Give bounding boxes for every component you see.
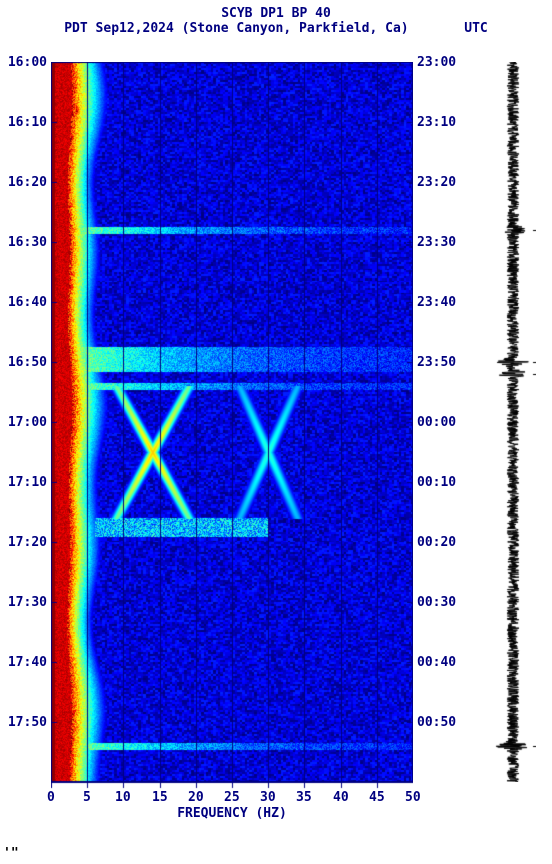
freq-tick-label: 40 <box>333 790 349 805</box>
pdt-tick-label: 17:00 <box>8 415 47 430</box>
freq-tick-label: 25 <box>224 790 240 805</box>
freq-tick-label: 0 <box>47 790 55 805</box>
pdt-tick-label: 16:40 <box>8 295 47 310</box>
utc-tick-label: 23:00 <box>417 55 456 70</box>
pdt-tick-label: 17:30 <box>8 595 47 610</box>
header-line2: PDT Sep12,2024 (Stone Canyon, Parkfield,… <box>0 21 552 36</box>
pdt-tick-label: 16:10 <box>8 115 47 130</box>
header-line1: SCYB DP1 BP 40 <box>0 6 552 21</box>
header-line2-left: PDT Sep12,2024 (Stone Canyon, Parkfield,… <box>64 21 408 36</box>
utc-tick-label: 23:40 <box>417 295 456 310</box>
freq-tick-label: 35 <box>296 790 312 805</box>
freq-tick-label: 10 <box>115 790 131 805</box>
utc-tick-label: 00:50 <box>417 715 456 730</box>
pdt-tick-label: 16:20 <box>8 175 47 190</box>
freq-tick-label: 20 <box>188 790 204 805</box>
chart-header: SCYB DP1 BP 40 PDT Sep12,2024 (Stone Can… <box>0 6 552 36</box>
utc-tick-label: 00:30 <box>417 595 456 610</box>
pdt-tick-label: 16:50 <box>8 355 47 370</box>
utc-tick-label: 23:10 <box>417 115 456 130</box>
spectrogram-heatmap <box>51 62 413 782</box>
utc-tick-label: 00:20 <box>417 535 456 550</box>
utc-tick-label: 23:20 <box>417 175 456 190</box>
freq-tick-label: 50 <box>405 790 421 805</box>
utc-tick-label: 00:00 <box>417 415 456 430</box>
freq-tick-label: 5 <box>83 790 91 805</box>
pdt-tick-label: 17:40 <box>8 655 47 670</box>
seismogram-trace <box>490 62 536 782</box>
utc-tick-label: 00:40 <box>417 655 456 670</box>
pdt-tick-label: 17:20 <box>8 535 47 550</box>
utc-tick-label: 23:50 <box>417 355 456 370</box>
pdt-tick-label: 17:10 <box>8 475 47 490</box>
freq-tick-label: 30 <box>260 790 276 805</box>
x-axis-title: FREQUENCY (HZ) <box>51 806 413 821</box>
footer-mark: '" <box>3 846 19 861</box>
pdt-tick-label: 16:30 <box>8 235 47 250</box>
utc-tick-label: 00:10 <box>417 475 456 490</box>
utc-tick-label: 23:30 <box>417 235 456 250</box>
freq-tick-label: 15 <box>152 790 168 805</box>
header-line2-right: UTC <box>464 21 487 36</box>
pdt-tick-label: 17:50 <box>8 715 47 730</box>
pdt-tick-label: 16:00 <box>8 55 47 70</box>
freq-tick-label: 45 <box>369 790 385 805</box>
